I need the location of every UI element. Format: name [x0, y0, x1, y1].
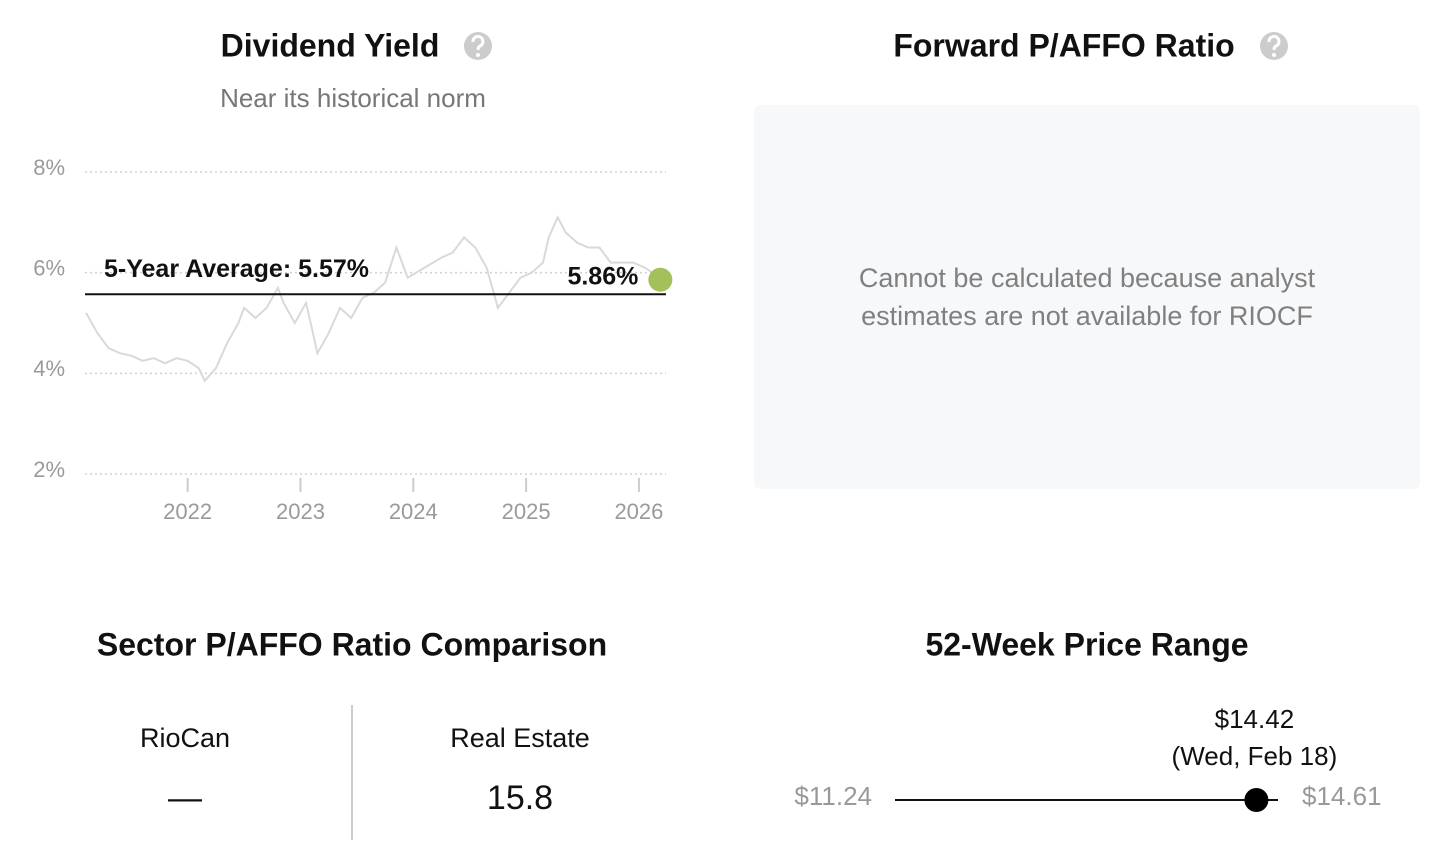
range-low: $11.24: [794, 781, 872, 811]
x-tick-label: 2026: [614, 499, 663, 524]
range-current: [1244, 788, 1269, 812]
average-label: 5-Year Average: 5.57%: [104, 255, 369, 283]
x-tick-label: 2022: [163, 499, 212, 524]
x-tick-label: 2023: [276, 499, 325, 524]
sector-title: Sector P/AFFO Ratio Comparison: [97, 626, 607, 662]
y-tick-label: 4%: [33, 356, 65, 381]
x-tick-label: 2025: [502, 499, 551, 524]
y-tick-label: 8%: [33, 155, 65, 180]
y-tick-label: 2%: [33, 457, 65, 482]
range-current-date: (Wed, Feb 18): [1172, 741, 1338, 771]
x-tick-label: 2024: [389, 499, 438, 524]
forward-ratio-message: Cannot be calculated because analyst est…: [858, 263, 1316, 331]
y-tick-label: 6%: [33, 255, 65, 280]
current-label: 5.86%: [567, 262, 638, 290]
range-current-label: $14.42: [1215, 704, 1295, 734]
column-value: 15.8: [487, 779, 553, 817]
current-point: [648, 267, 673, 292]
column-value: —: [168, 779, 202, 817]
chart-subtitle: Near its historical norm: [220, 83, 486, 113]
forward-ratio-box: Cannot be calculated because analyst est…: [754, 105, 1420, 489]
range-high: $14.61: [1302, 781, 1382, 811]
yield-line: [85, 215, 654, 383]
help-icon[interactable]: [1260, 32, 1288, 60]
chart-title: Dividend Yield: [221, 27, 440, 63]
forward-ratio-title: Forward P/AFFO Ratio: [893, 27, 1234, 63]
help-icon[interactable]: [464, 32, 492, 60]
price-range-title: 52-Week Price Range: [925, 626, 1248, 662]
column-label: Real Estate: [450, 723, 590, 753]
column-label: RioCan: [140, 723, 230, 753]
